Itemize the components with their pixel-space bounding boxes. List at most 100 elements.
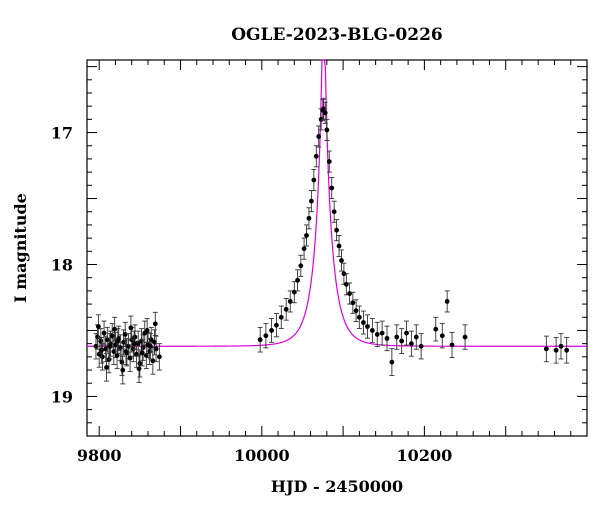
data-point-marker xyxy=(301,246,307,252)
data-point xyxy=(144,318,150,343)
data-point-marker xyxy=(144,328,150,333)
data-point xyxy=(331,200,337,223)
data-point-marker xyxy=(100,354,105,360)
data-point xyxy=(112,316,118,342)
data-point-marker xyxy=(123,349,129,354)
data-point xyxy=(304,224,310,247)
data-point xyxy=(99,336,105,364)
data-point xyxy=(273,313,279,338)
data-point-marker xyxy=(313,153,319,159)
data-point-marker xyxy=(558,343,564,349)
data-point xyxy=(147,333,153,360)
data-point xyxy=(558,333,564,360)
data-point xyxy=(152,311,158,336)
data-point-marker xyxy=(334,227,339,233)
data-point xyxy=(291,281,297,304)
data-point-marker xyxy=(439,333,445,339)
plot-frame xyxy=(86,59,588,437)
data-point-marker xyxy=(152,321,158,327)
x-tick-label: 9800 xyxy=(77,446,122,465)
data-point-marker xyxy=(449,342,455,348)
data-point-marker xyxy=(553,347,559,353)
x-axis-ticks: 9800 10000 10200 xyxy=(77,60,588,465)
data-point-marker xyxy=(106,357,112,362)
model-curve xyxy=(87,59,587,347)
data-point-marker xyxy=(119,359,125,365)
data-point xyxy=(263,323,269,349)
data-point-marker xyxy=(324,127,330,133)
data-point xyxy=(287,290,293,313)
data-point xyxy=(379,320,385,346)
data-point xyxy=(374,321,380,347)
data-point-marker xyxy=(350,300,356,306)
data-point xyxy=(353,299,359,323)
data-point xyxy=(295,269,301,292)
data-point xyxy=(326,150,332,173)
data-point-marker xyxy=(413,334,419,340)
data-point xyxy=(123,338,129,365)
data-point xyxy=(120,355,126,385)
data-point xyxy=(334,219,340,242)
data-point-marker xyxy=(278,314,284,320)
x-axis-label: HJD - 2450000 xyxy=(271,477,403,496)
data-point-marker xyxy=(543,346,549,352)
data-point xyxy=(462,324,468,350)
data-point-marker xyxy=(433,326,439,332)
data-point-marker xyxy=(107,343,113,349)
data-point xyxy=(136,354,142,383)
data-point-marker xyxy=(109,333,115,339)
data-point-marker xyxy=(389,359,395,365)
data-point xyxy=(104,326,110,353)
data-point-marker xyxy=(283,306,289,312)
data-point xyxy=(153,335,159,363)
data-point-marker xyxy=(399,338,405,344)
data-point-marker xyxy=(322,110,328,116)
data-point-marker xyxy=(329,185,335,191)
data-point-marker xyxy=(311,177,317,183)
data-point-marker xyxy=(336,243,342,249)
data-point-marker xyxy=(308,198,314,204)
data-point xyxy=(95,314,101,339)
data-point xyxy=(384,325,390,352)
data-point xyxy=(408,330,414,357)
data-point xyxy=(394,324,400,350)
data-point xyxy=(311,169,317,192)
data-point xyxy=(336,235,342,258)
y-axis-label: I magnitude xyxy=(11,193,30,303)
data-point-marker xyxy=(101,330,107,336)
data-point xyxy=(338,249,344,272)
data-point-marker xyxy=(356,314,362,320)
data-point-marker xyxy=(128,325,134,331)
data-point xyxy=(306,207,312,230)
data-point-marker xyxy=(104,364,109,370)
data-point-marker xyxy=(139,350,145,356)
data-point xyxy=(433,316,439,342)
data-point-marker xyxy=(135,341,141,347)
data-point-marker xyxy=(137,361,143,366)
data-point-marker xyxy=(369,328,375,333)
data-point-marker xyxy=(269,328,274,333)
y-tick-label: 17 xyxy=(51,124,73,143)
data-point-marker xyxy=(136,366,142,372)
chart-title: OGLE-2023-BLG-0226 xyxy=(231,25,443,45)
data-point xyxy=(439,323,445,349)
data-point xyxy=(449,331,455,359)
data-point xyxy=(329,176,335,199)
data-point-marker xyxy=(295,277,300,283)
model-curve-layer xyxy=(87,59,587,347)
data-point xyxy=(269,318,275,343)
data-point-marker xyxy=(99,347,105,353)
data-point xyxy=(404,320,410,346)
data-point xyxy=(156,343,162,371)
data-point-marker xyxy=(384,335,390,341)
data-point-marker xyxy=(331,209,337,215)
data-point-marker xyxy=(132,334,138,340)
data-point xyxy=(283,298,289,321)
data-point xyxy=(389,348,395,377)
data-point xyxy=(301,237,307,260)
data-point xyxy=(399,328,405,354)
data-point-marker xyxy=(127,355,133,361)
data-point xyxy=(350,291,356,314)
data-point-marker xyxy=(156,354,162,360)
